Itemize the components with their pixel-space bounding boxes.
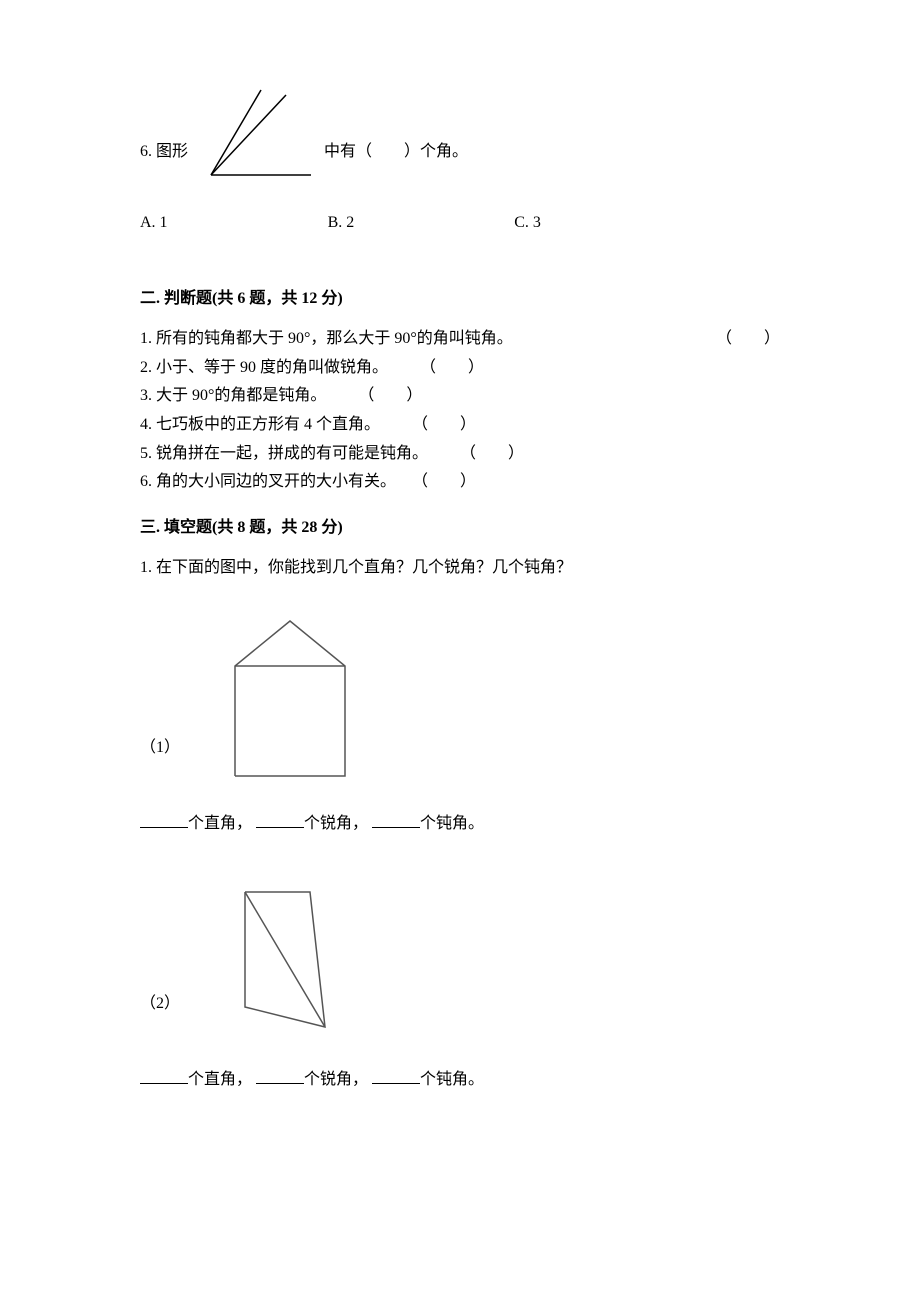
judgement-paren: （ ） (676, 326, 780, 352)
section-3-header: 三. 填空题(共 8 题，共 28 分) (140, 515, 780, 541)
judgement-item: 5. 锐角拼在一起，拼成的有可能是钝角。 （ ） (140, 441, 780, 467)
figure-1-label: （1） (140, 735, 180, 781)
judgement-text: 3. 大于 90°的角都是钝角。 （ ） (140, 383, 422, 409)
judgement-text: 4. 七巧板中的正方形有 4 个直角。 （ ） (140, 412, 476, 438)
option-c: C. 3 (514, 210, 541, 236)
judgement-item: 4. 七巧板中的正方形有 4 个直角。 （ ） (140, 412, 780, 438)
figure-1-svg (210, 611, 370, 781)
judgement-text: 2. 小于、等于 90 度的角叫做锐角。 （ ） (140, 355, 484, 381)
fill-blank-line-2: 个直角， 个锐角， 个钝角。 (140, 1067, 780, 1093)
q6-figure (196, 80, 316, 180)
judgement-text: 6. 角的大小同边的叉开的大小有关。 （ ） (140, 469, 476, 495)
blank (256, 812, 304, 828)
fill-q1-intro: 1. 在下面的图中，你能找到几个直角？几个锐角？几个钝角？ (140, 555, 780, 581)
judgement-item: 3. 大于 90°的角都是钝角。 （ ） (140, 383, 780, 409)
figure-2-svg (210, 877, 370, 1037)
figure-2-label: （2） (140, 991, 180, 1037)
judgement-item: 1. 所有的钝角都大于 90°，那么大于 90°的角叫钝角。 （ ） (140, 326, 780, 352)
blank (372, 1068, 420, 1084)
blank-label: 个钝角。 (420, 1071, 484, 1088)
question-6: 6. 图形 中有（ ）个角。 (140, 80, 780, 180)
blank-label: 个直角， (188, 815, 252, 832)
figure-2-block: （2） (140, 877, 780, 1037)
blank-label: 个锐角， (304, 815, 368, 832)
q6-suffix: 中有（ ）个角。 (324, 139, 468, 180)
judgement-list: 1. 所有的钝角都大于 90°，那么大于 90°的角叫钝角。 （ ） 2. 小于… (140, 326, 780, 495)
judgement-item: 6. 角的大小同边的叉开的大小有关。 （ ） (140, 469, 780, 495)
option-b: B. 2 (328, 210, 355, 236)
blank-label: 个直角， (188, 1071, 252, 1088)
judgement-text: 5. 锐角拼在一起，拼成的有可能是钝角。 （ ） (140, 441, 524, 467)
fill-blank-line-1: 个直角， 个锐角， 个钝角。 (140, 811, 780, 837)
q6-prefix: 6. 图形 (140, 139, 188, 180)
blank (140, 1068, 188, 1084)
q6-options: A. 1 B. 2 C. 3 (140, 210, 780, 236)
blank (256, 1068, 304, 1084)
option-a: A. 1 (140, 210, 168, 236)
blank-label: 个锐角， (304, 1071, 368, 1088)
blank (372, 812, 420, 828)
judgement-item: 2. 小于、等于 90 度的角叫做锐角。 （ ） (140, 355, 780, 381)
section-2-header: 二. 判断题(共 6 题，共 12 分) (140, 286, 780, 312)
blank (140, 812, 188, 828)
figure-1-block: （1） (140, 611, 780, 781)
blank-label: 个钝角。 (420, 815, 484, 832)
judgement-text: 1. 所有的钝角都大于 90°，那么大于 90°的角叫钝角。 (140, 326, 513, 352)
